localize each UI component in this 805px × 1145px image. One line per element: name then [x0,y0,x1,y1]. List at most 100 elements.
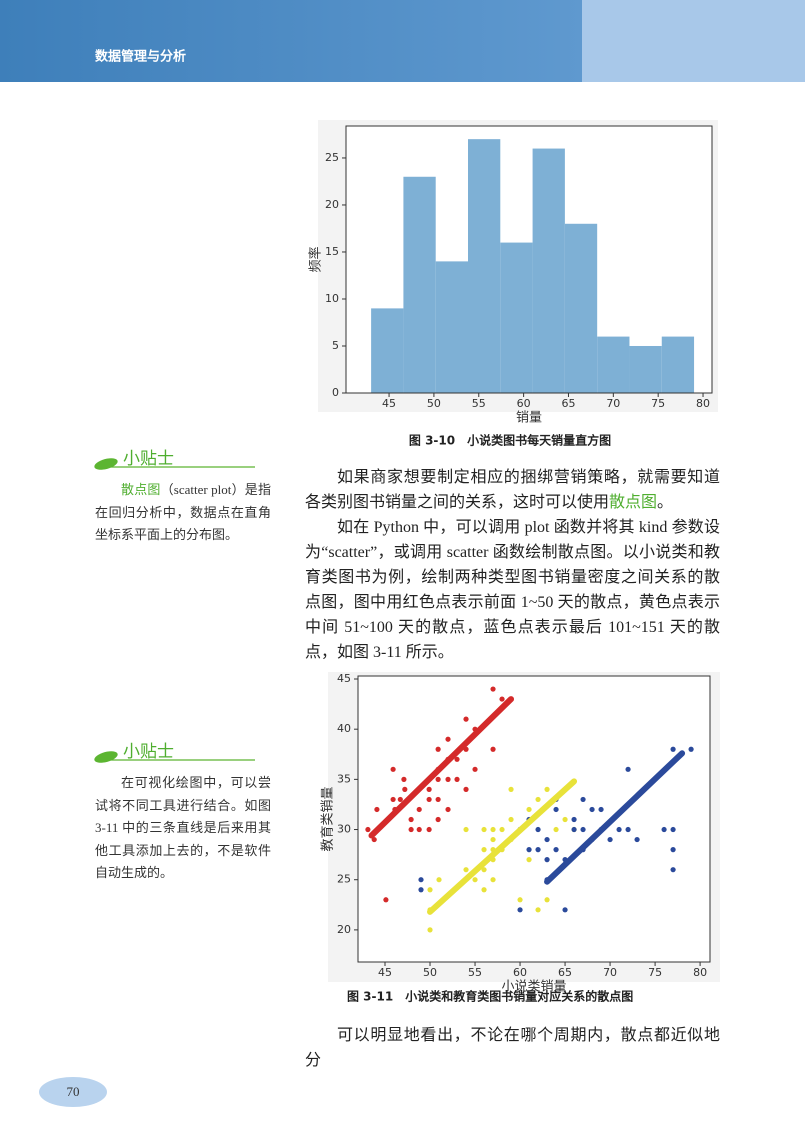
bar [468,139,501,393]
point [445,776,451,782]
x-tick-label: 55 [472,397,486,410]
paragraph: 可以明显地看出，不论在哪个周期内，散点都近似地分 [305,1023,720,1073]
bar [403,176,436,393]
y-tick-label: 15 [325,245,339,258]
point [544,786,550,792]
text: 如在 Python 中，可以调用 plot 函数并将其 kind 参数设为“sc… [305,519,720,661]
point [397,796,403,803]
paragraph: 如果商家想要制定相应的捆绑营销策略，就需要知道各类别图书销量之间的关系，这时可以… [305,465,720,515]
point [526,847,532,853]
point [634,836,640,843]
y-tick-label: 40 [337,722,351,735]
point [402,786,408,792]
text: 如果商家想要制定相应的捆绑营销策略，就需要知道各类别图书销量之间的关系，这时可以… [305,469,720,511]
point [616,826,622,833]
point [499,696,505,702]
point [481,887,487,893]
point [472,766,478,772]
tip-leaf [94,751,118,763]
point [544,897,550,903]
point [390,766,396,772]
term: 散点图 [609,494,658,511]
x-tick-label: 80 [693,966,707,979]
y-tick-label: 5 [332,339,339,352]
x-tick-label: 55 [468,966,482,979]
point [463,716,469,722]
point [481,847,487,853]
point [418,887,424,893]
point [401,776,407,782]
point [418,877,424,883]
tip-leaf [94,458,118,470]
bar [629,345,662,393]
point [481,826,487,833]
trend-line [544,750,686,885]
point [517,907,523,913]
point [553,826,559,833]
point [427,927,433,933]
x-tick-label: 80 [696,397,710,410]
point [416,826,422,833]
x-tick-label: 60 [517,397,531,410]
point [580,826,586,833]
point [571,826,577,833]
point [670,867,676,873]
point [535,907,541,913]
x-axis-label: 销量 [516,411,542,426]
point [454,776,460,782]
tip-title: 小贴士 [123,742,174,762]
x-tick-label: 75 [648,966,662,979]
y-tick-label: 20 [325,198,339,211]
x-tick-label: 70 [603,966,617,979]
point [589,806,595,813]
tip-body: （scatter plot）是指在回归分析中，数据点在直角坐标系平面上的分布图。 [95,482,271,542]
bar [435,261,468,393]
y-tick-label: 45 [337,672,351,685]
tip-text: 散点图（scatter plot）是指在回归分析中，数据点在直角坐标系平面上的分… [95,479,271,547]
trend-line [427,778,578,915]
x-tick-label: 45 [382,397,396,410]
point [371,836,377,843]
bar [371,308,404,393]
point [544,857,550,863]
point [490,836,496,843]
bar [597,336,630,393]
point [435,816,441,823]
point [490,826,496,833]
point [374,806,380,813]
figure-caption: 图 3-10 小说类图书每天销量直方图 [409,433,611,448]
point [598,806,604,813]
point [416,806,422,813]
paragraph: 如在 Python 中，可以调用 plot 函数并将其 kind 参数设为“sc… [305,515,720,665]
point [670,746,676,752]
y-tick-label: 0 [332,386,339,399]
y-axis-label: 频率 [308,246,324,272]
x-tick-label: 50 [427,397,441,410]
text: 。 [657,494,674,511]
plot-frame [357,675,711,963]
point [454,756,460,762]
x-tick-label: 65 [561,397,575,410]
point [526,857,532,863]
point [472,877,478,883]
bar [532,148,565,393]
point [408,826,414,833]
x-tick-label: 50 [423,966,437,979]
point [408,816,414,823]
point [562,907,568,913]
y-tick-label: 20 [337,923,351,936]
plot-frame [345,125,713,394]
y-tick-label: 30 [337,823,351,836]
point [426,786,432,792]
point [508,786,514,792]
point [544,836,550,843]
header-band [0,0,582,82]
y-axis-label: 教育类销量 [320,786,336,851]
point [365,826,371,833]
point [390,796,396,803]
y-tick-label: 35 [337,772,351,785]
point [661,826,667,833]
point [490,686,496,692]
